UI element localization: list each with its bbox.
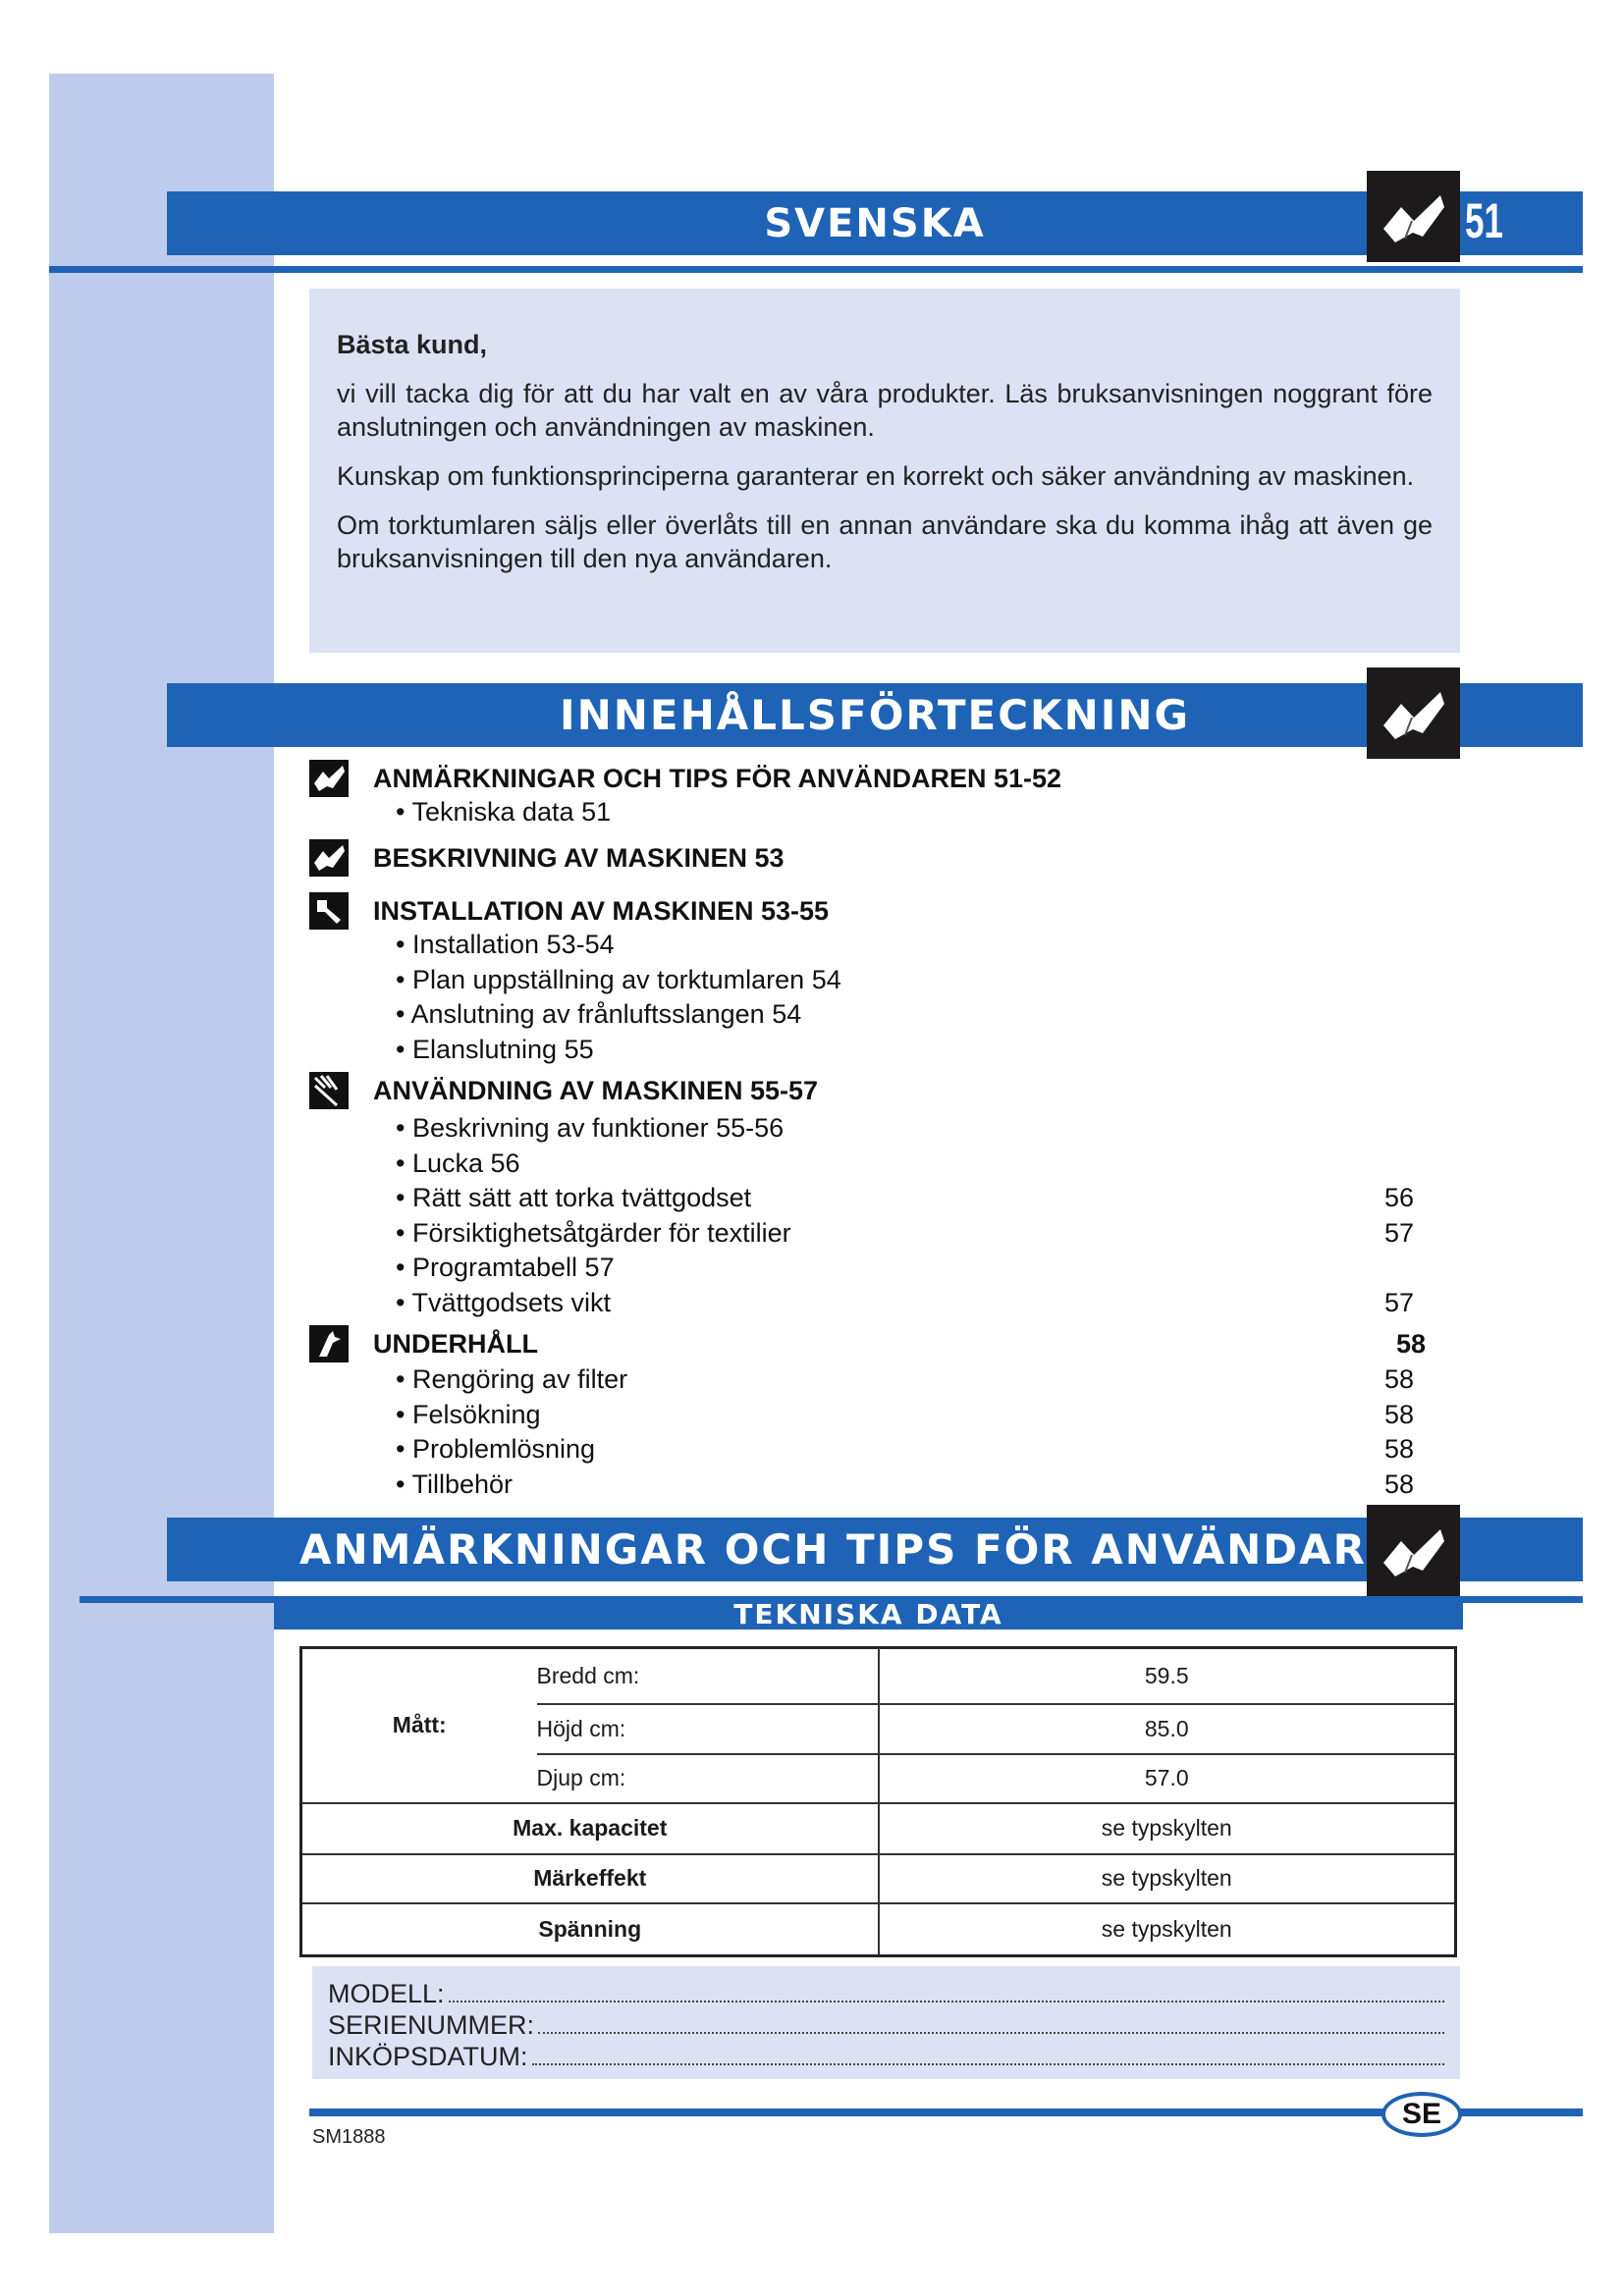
toc-page: 58 <box>1384 1434 1415 1465</box>
toc-item-label: Lucka 56 <box>411 1148 520 1178</box>
toc-item[interactable]: • Plan uppställning av torktumlaren 54 <box>396 964 841 994</box>
toc-section-title[interactable]: INSTALLATION AV MASKINEN 53-55 <box>373 896 830 926</box>
footer-rule <box>309 2109 1583 2116</box>
cleaning-icon <box>309 1325 349 1362</box>
header-title: SVENSKA <box>764 200 986 246</box>
book-icon <box>1367 171 1460 262</box>
toc-item[interactable]: • Tekniska data 51 <box>396 797 612 827</box>
greeting: Bästa kund, <box>337 330 488 359</box>
toc-page: 58 <box>1396 1329 1427 1359</box>
book-icon <box>309 760 349 797</box>
book-icon <box>309 839 349 877</box>
book-icon <box>1367 667 1460 759</box>
spec-value: se typskylten <box>878 1802 1456 1855</box>
doc-code: SM1888 <box>312 2126 386 2148</box>
toc-item[interactable]: • Försiktighetsåtgärder för textilier <box>396 1217 791 1248</box>
toc-item[interactable]: • Tillbehör <box>396 1468 514 1499</box>
tech-data-table: Mått: Bredd cm: 59.5 Höjd cm: 85.0 Djup c… <box>299 1646 1457 1957</box>
toc-bar: INNEHÅLLSFÖRTECKNING <box>167 683 1583 747</box>
toc-item-label: Rätt sätt att torka tvättgodset <box>411 1183 752 1213</box>
serial-label: SERIENUMMER: <box>328 2010 535 2040</box>
intro-box: Bästa kund, vi vill tacka dig för att du… <box>309 289 1460 653</box>
toc-item[interactable]: • Rätt sätt att torka tvättgodset <box>396 1183 752 1213</box>
intro-paragraph: vi vill tacka dig för att du har valt en… <box>337 379 1433 442</box>
intro-paragraph: Om torktumlaren säljs eller överlåts til… <box>337 510 1433 573</box>
date-label: INKÖPSDATUM: <box>328 2042 528 2071</box>
toc-item[interactable]: • Installation 53-54 <box>396 930 615 959</box>
toc-item[interactable]: • Rengöring av filter <box>396 1364 628 1394</box>
spec-label: Max. kapacitet <box>300 1802 880 1855</box>
notes-bar: ANMÄRKNINGAR OCH TIPS FÖR ANVÄNDAR <box>167 1518 1583 1581</box>
toc-item[interactable]: • Felsökning <box>396 1399 541 1429</box>
header-bar: SVENSKA <box>167 191 1583 255</box>
toc-item[interactable]: • Tvättgodsets vikt <box>396 1288 612 1317</box>
spec-label: Spänning <box>300 1902 880 1957</box>
toc-item[interactable]: • Beskrivning av funktioner 55-56 <box>396 1113 785 1143</box>
wrench-icon <box>309 892 349 930</box>
toc-item-label: Tvättgodsets vikt <box>411 1288 612 1317</box>
toc-item-label: Tekniska data 51 <box>411 797 612 827</box>
toc-item[interactable]: • Programtabell 57 <box>396 1253 615 1283</box>
model-label: MODELL: <box>328 1979 445 2008</box>
dim-value: 59.5 <box>878 1647 1456 1705</box>
toc-page: 57 <box>1384 1217 1415 1248</box>
toc-section-title[interactable]: UNDERHÅLL <box>373 1329 538 1359</box>
dim-label: Djup cm: <box>536 1753 880 1804</box>
toc-item-label: Elanslutning 55 <box>411 1034 594 1064</box>
toc-page: 58 <box>1384 1364 1415 1394</box>
toc-page: 57 <box>1384 1288 1415 1317</box>
dim-value: 85.0 <box>878 1703 1456 1755</box>
sidebar-band <box>49 74 274 2233</box>
toc-page: 56 <box>1384 1183 1415 1213</box>
dim-value: 57.0 <box>878 1753 1456 1804</box>
hand-icon <box>309 1072 349 1109</box>
toc-item-label: Problemlösning <box>411 1434 596 1465</box>
toc-title: INNEHÅLLSFÖRTECKNING <box>559 691 1190 739</box>
dim-label: Bredd cm: <box>536 1647 880 1705</box>
toc-section-title[interactable]: ANMÄRKNINGAR OCH TIPS FÖR ANVÄNDAREN 51-… <box>373 764 1062 793</box>
toc-page: 58 <box>1384 1399 1415 1429</box>
toc-item-label: Försiktighetsåtgärder för textilier <box>411 1217 791 1248</box>
header-rule <box>49 266 1583 273</box>
toc-page: 58 <box>1384 1468 1415 1499</box>
spec-label: Märkeffekt <box>300 1853 880 1904</box>
toc-item[interactable]: • Elanslutning 55 <box>396 1034 594 1064</box>
serial-field[interactable] <box>538 2032 1444 2034</box>
spec-value: se typskylten <box>878 1902 1456 1957</box>
toc-item-label: Plan uppställning av torktumlaren 54 <box>411 964 841 994</box>
toc-item-label: Programtabell 57 <box>411 1253 615 1283</box>
notes-rule <box>80 1596 1583 1603</box>
toc-item-label: Beskrivning av funktioner 55-56 <box>411 1113 785 1143</box>
toc-item-label: Anslutning av frånluftsslangen 54 <box>410 999 802 1030</box>
toc-item-label: Felsökning <box>411 1399 541 1429</box>
notes-title: ANMÄRKNINGAR OCH TIPS FÖR ANVÄNDAR <box>299 1525 1367 1574</box>
spec-value: se typskylten <box>878 1853 1456 1904</box>
language-badge: SE <box>1381 2092 1462 2137</box>
date-field[interactable] <box>531 2063 1444 2065</box>
purchase-record-box: MODELL: SERIENUMMER: INKÖPSDATUM: <box>312 1966 1460 2079</box>
toc-section-title[interactable]: BESKRIVNING AV MASKINEN 53 <box>373 843 785 873</box>
book-icon <box>1367 1505 1460 1596</box>
model-field[interactable] <box>448 2001 1444 2002</box>
dims-label: Mått: <box>300 1647 537 1804</box>
tech-data-header: TEKNISKA DATA <box>274 1600 1463 1629</box>
toc-item[interactable]: • Lucka 56 <box>396 1148 520 1178</box>
toc-section-title[interactable]: ANVÄNDNING AV MASKINEN 55-57 <box>373 1076 819 1105</box>
toc-item-label: Rengöring av filter <box>411 1364 628 1394</box>
toc-item-label: Tillbehör <box>411 1468 514 1499</box>
toc-item[interactable]: • Problemlösning <box>396 1434 596 1465</box>
dim-label: Höjd cm: <box>536 1703 880 1755</box>
toc-item[interactable]: • Anslutning av frånluftsslangen 54 <box>396 999 802 1030</box>
toc-item-label: Installation 53-54 <box>411 930 615 959</box>
intro-paragraph: Kunskap om funktionsprinciperna garanter… <box>337 461 1415 491</box>
page-number: 51 <box>1465 193 1503 248</box>
